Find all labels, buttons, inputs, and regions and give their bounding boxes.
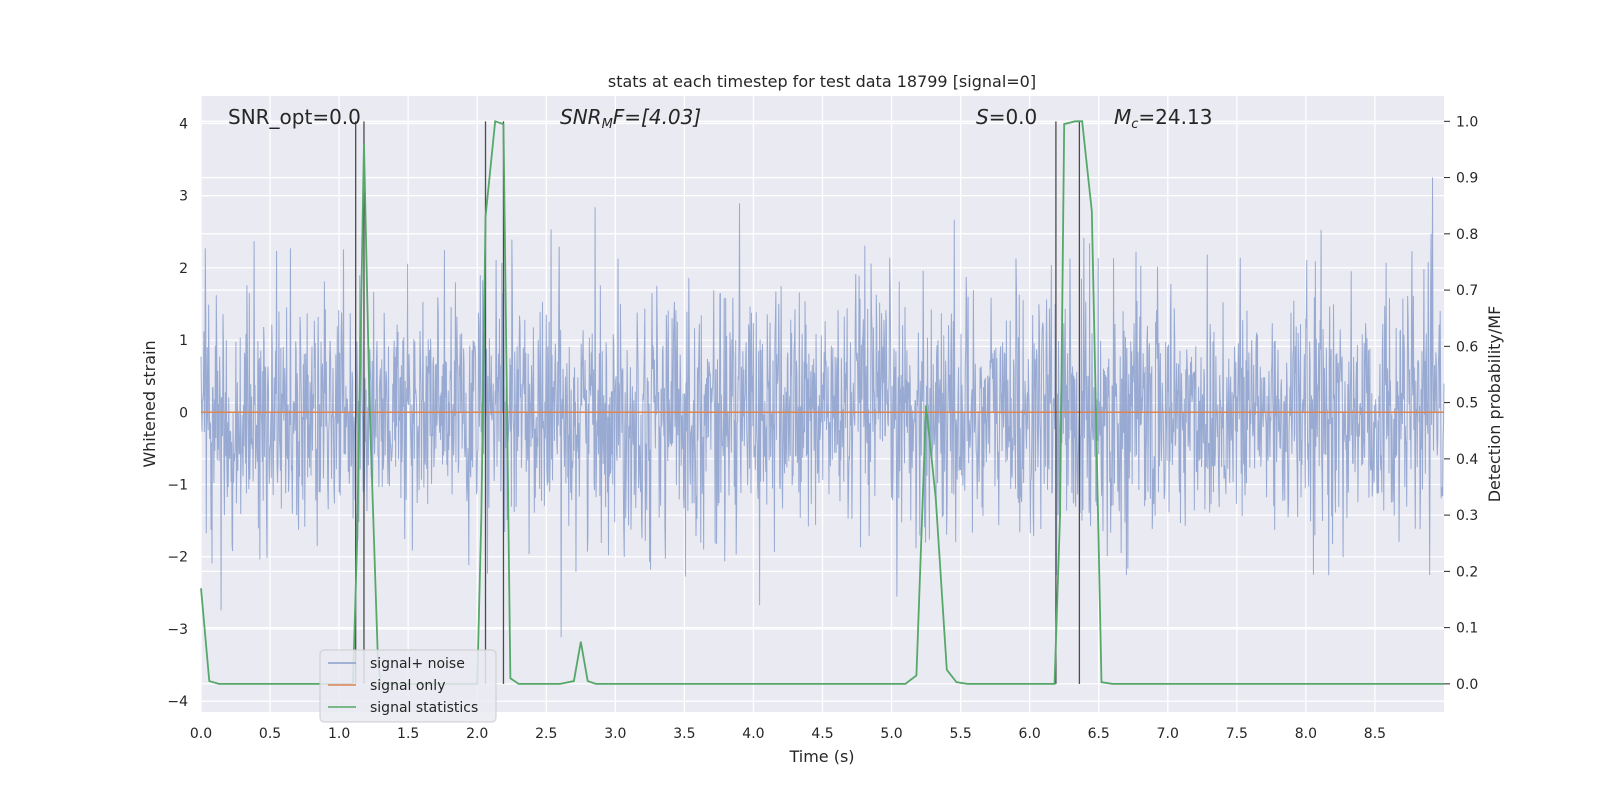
legend-label-signal-noise: signal+ noise: [370, 656, 465, 672]
legend: signal+ noise signal only signal statist…: [319, 649, 497, 723]
series-signal-noise: [200, 177, 1445, 638]
x-tick-label: 4.5: [811, 726, 833, 742]
y-tick-label-left: 0: [179, 405, 188, 421]
x-tick-label: 2.0: [466, 726, 488, 742]
x-tick-label: 2.5: [535, 726, 557, 742]
y-tick-label-right: 0.3: [1456, 508, 1478, 524]
y-tick-label-left: 3: [179, 189, 188, 205]
x-tick-labels: 0.0 0.5 1.0 1.5 2.0 2.5 3.0 3.5 4.0 4.5 5.0 5.5 6.0 6…: [190, 726, 1386, 742]
y-axis-label-right: Detection probability/MF: [1485, 306, 1504, 503]
legend-box: [319, 649, 497, 723]
y-tick-label-left: −3: [167, 622, 188, 638]
x-tick-label: 8.0: [1295, 726, 1317, 742]
y-tick-label-right: 0.7: [1456, 283, 1478, 299]
annotation-mc: Mc=24.13: [1114, 105, 1212, 132]
series-signal-statistics: [200, 120, 1444, 685]
legend-label-signal-only: signal only: [370, 678, 445, 694]
annotation-s: S=0.0: [976, 105, 1037, 129]
annotation-snr-opt: SNR_opt=0.0: [228, 105, 361, 129]
x-tick-label: 0.0: [190, 726, 212, 742]
legend-label-signal-statistics: signal statistics: [370, 700, 478, 716]
x-tick-label: 6.5: [1088, 726, 1110, 742]
x-tick-label: 7.0: [1157, 726, 1179, 742]
y-tick-label-right: 0.1: [1456, 621, 1478, 637]
x-tick-label: 3.0: [604, 726, 626, 742]
mc-var: M: [1114, 105, 1131, 129]
x-tick-label: 5.5: [949, 726, 971, 742]
y-tick-label-right: 0.2: [1456, 564, 1478, 580]
y-tick-label-right: 0.9: [1456, 171, 1478, 187]
snr-mf-suffix: F=[4.03]: [613, 105, 701, 129]
mc-sub: c: [1131, 117, 1138, 132]
x-tick-label: 8.5: [1364, 726, 1386, 742]
mc-value: =24.13: [1138, 105, 1212, 129]
y-tick-label-left: 2: [179, 261, 188, 277]
y-tick-label-right: 0.0: [1456, 677, 1478, 693]
noise-line: [200, 177, 1445, 638]
x-tick-label: 0.5: [259, 726, 281, 742]
x-tick-label: 1.0: [328, 726, 350, 742]
snr-mf-sub: M: [602, 117, 613, 132]
x-tick-label: 4.0: [742, 726, 764, 742]
annotation-snr-mf: SNRMF=[4.03]: [560, 105, 701, 132]
statistics-line: [200, 120, 1444, 685]
y-tick-label-left: −1: [167, 478, 188, 494]
y-tick-label-left: 4: [179, 116, 188, 132]
snr-mf-prefix: SNR: [560, 105, 602, 129]
y-tick-label-right: 0.8: [1456, 227, 1478, 243]
y-tick-labels-right: 1.0 0.9 0.8 0.7 0.6 0.5 0.4 0.3 0.2 0.1 0.0: [1444, 114, 1478, 693]
s-value: =0.0: [989, 105, 1038, 129]
x-tick-label: 3.5: [673, 726, 695, 742]
s-var: S: [976, 105, 989, 129]
y-axis-label-left: Whitened strain: [140, 340, 159, 467]
x-tick-label: 7.5: [1226, 726, 1248, 742]
x-tick-label: 1.5: [397, 726, 419, 742]
y-tick-labels-left: 4 3 2 1 0 −1 −2 −3 −4: [167, 116, 188, 710]
y-tick-label-right: 0.6: [1456, 339, 1478, 355]
y-tick-label-left: −4: [167, 694, 188, 710]
chart-title: stats at each timestep for test data 187…: [608, 72, 1036, 91]
x-tick-label: 5.0: [880, 726, 902, 742]
x-axis-label: Time (s): [788, 747, 854, 766]
y-tick-label-left: 1: [179, 333, 188, 349]
x-tick-label: 6.0: [1019, 726, 1041, 742]
y-tick-label-left: −2: [167, 550, 188, 566]
y-tick-label-right: 1.0: [1456, 114, 1478, 130]
y-tick-label-right: 0.5: [1456, 396, 1478, 412]
y-tick-label-right: 0.4: [1456, 452, 1478, 468]
